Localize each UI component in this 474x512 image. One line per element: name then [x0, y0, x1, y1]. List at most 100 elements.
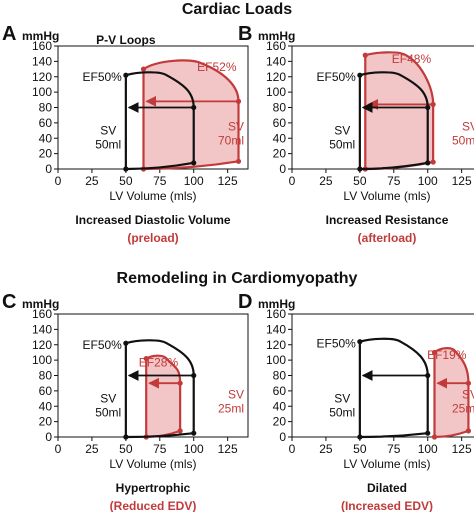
- sv-label-baseline: SV: [334, 123, 350, 137]
- x-tick-label: 25: [319, 174, 333, 188]
- sv-value-baseline: 50ml: [329, 137, 355, 151]
- y-tick-label: 120: [266, 338, 286, 352]
- sv-value-baseline: 50ml: [95, 405, 121, 419]
- plot-title: P-V Loops: [96, 33, 156, 47]
- y-tick-label: 120: [32, 70, 52, 84]
- y-tick-label: 100: [32, 85, 52, 99]
- y-tick-label: 100: [32, 353, 52, 367]
- y-tick-label: 20: [273, 147, 287, 161]
- loop-point: [357, 434, 363, 440]
- y-axis-unit: mmHg: [22, 29, 59, 43]
- ef-label-baseline: EF50%: [316, 337, 356, 351]
- y-tick-label: 140: [32, 322, 52, 336]
- y-tick-label: 60: [273, 384, 287, 398]
- loop-point: [465, 428, 472, 434]
- sv-label-altered: SV: [462, 120, 474, 134]
- sv-label-baseline: SV: [100, 391, 116, 405]
- x-axis-label: LV Volume (mls): [343, 457, 430, 471]
- loop-point: [430, 159, 436, 165]
- x-axis-label: LV Volume (mls): [109, 189, 196, 203]
- panel-subcaption: (afterload): [358, 231, 417, 245]
- loop-point: [357, 72, 363, 78]
- y-tick-label: 0: [279, 430, 286, 444]
- panel-subcaption: (Reduced EDV): [110, 499, 197, 512]
- y-tick-label: 80: [39, 101, 53, 115]
- y-tick-label: 160: [32, 307, 52, 321]
- loop-point: [357, 166, 363, 172]
- loop-point: [191, 430, 197, 436]
- x-tick-label: 50: [119, 442, 133, 456]
- y-tick-label: 60: [39, 384, 53, 398]
- loop-point: [235, 158, 242, 164]
- x-tick-label: 75: [153, 442, 167, 456]
- x-tick-label: 25: [85, 174, 99, 188]
- ef-label-baseline: EF50%: [316, 70, 356, 84]
- y-tick-label: 80: [273, 101, 287, 115]
- y-tick-label: 40: [39, 399, 53, 413]
- loop-point: [123, 340, 129, 346]
- y-tick-label: 120: [266, 70, 286, 84]
- sv-value-altered: 25ml: [218, 402, 244, 416]
- ef-label-altered: EF48%: [392, 52, 432, 66]
- panel-caption: Increased Diastolic Volume: [75, 213, 230, 227]
- y-tick-label: 160: [266, 39, 286, 53]
- x-tick-label: 50: [353, 174, 367, 188]
- panel-letter: A: [2, 23, 16, 45]
- y-axis-unit: mmHg: [258, 29, 295, 43]
- loop-point: [123, 72, 129, 78]
- y-tick-label: 140: [266, 322, 286, 336]
- y-axis-unit: mmHg: [258, 297, 295, 311]
- y-tick-label: 20: [39, 147, 53, 161]
- pv-loop-baseline: [358, 71, 429, 171]
- ef-label-altered: EF19%: [427, 348, 467, 362]
- panel-letter: D: [238, 291, 252, 313]
- pv-loop-baseline: [358, 337, 429, 439]
- y-tick-label: 160: [32, 39, 52, 53]
- loop-point: [140, 66, 147, 72]
- loop-point: [143, 355, 149, 362]
- loop-point: [425, 430, 431, 436]
- x-tick-label: 125: [218, 442, 238, 456]
- pv-loop-altered: [142, 59, 240, 171]
- section-title-cardiac-loads: Cardiac Loads: [182, 1, 292, 18]
- x-tick-label: 125: [218, 174, 238, 188]
- loop-point: [362, 52, 368, 58]
- sv-value-altered: 50ml: [452, 134, 474, 148]
- y-tick-label: 160: [266, 307, 286, 321]
- ef-label-altered: EF52%: [197, 60, 237, 74]
- x-tick-label: 100: [184, 174, 204, 188]
- y-tick-label: 0: [45, 162, 52, 176]
- x-tick-label: 75: [387, 442, 401, 456]
- x-tick-label: 25: [85, 442, 99, 456]
- panel-letter: C: [2, 291, 16, 313]
- y-tick-label: 40: [273, 131, 287, 145]
- y-tick-label: 40: [39, 131, 53, 145]
- x-tick-label: 75: [153, 174, 167, 188]
- x-tick-label: 0: [55, 442, 62, 456]
- x-axis-label: LV Volume (mls): [343, 189, 430, 203]
- x-tick-label: 0: [55, 174, 62, 188]
- x-tick-label: 100: [418, 174, 438, 188]
- x-tick-label: 0: [289, 174, 296, 188]
- sv-value-altered: 70ml: [218, 134, 244, 148]
- x-tick-label: 100: [184, 442, 204, 456]
- loop-point: [191, 160, 197, 166]
- loop-point: [431, 434, 438, 440]
- ef-label-altered: EF28%: [139, 356, 179, 370]
- x-tick-label: 25: [319, 442, 333, 456]
- loop-point: [123, 166, 129, 172]
- y-tick-label: 0: [45, 430, 52, 444]
- y-tick-label: 20: [39, 415, 53, 429]
- loop-point: [425, 160, 431, 166]
- sv-label-altered: SV: [228, 388, 244, 402]
- x-tick-label: 75: [387, 174, 401, 188]
- y-tick-label: 100: [266, 353, 286, 367]
- y-tick-label: 80: [273, 369, 287, 383]
- y-tick-label: 100: [266, 85, 286, 99]
